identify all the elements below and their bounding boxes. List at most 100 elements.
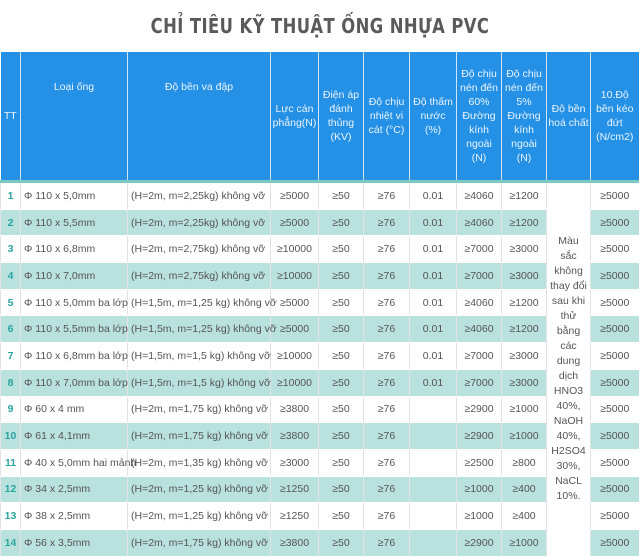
cell-compression-5: ≥3000 [501, 262, 547, 290]
cell-flattening-force: ≥10000 [270, 262, 319, 290]
cell-breakdown-voltage: ≥50 [318, 289, 364, 317]
cell-flattening-force: ≥1250 [270, 476, 319, 504]
cell-impact-strength: (H=2m, m=1,25 kg) không vỡ [127, 476, 271, 504]
cell-row-number: 6 [0, 315, 21, 344]
cell-water-absorption [409, 502, 457, 530]
cell-compression-5: ≥3000 [501, 369, 547, 397]
cell-tensile-strength: ≥5000 [590, 181, 639, 210]
cell-vicat-temperature: ≥76 [363, 396, 410, 424]
cell-impact-strength: (H=2m, m=2,25kg) không vỡ [127, 209, 271, 237]
cell-compression-60: ≥7000 [456, 369, 502, 397]
cell-impact-strength: (H=2m, m=1,75 kg) không vỡ [127, 422, 271, 450]
table-row: 14 Φ 56 x 3,5mm (H=2m, m=1,75 kg) không vỡ… [0, 529, 639, 557]
cell-tensile-strength: ≥5000 [590, 209, 639, 237]
cell-compression-60: ≥4060 [456, 209, 502, 237]
cell-compression-5: ≥3000 [501, 235, 547, 264]
cell-tensile-strength: ≥5000 [590, 369, 639, 397]
cell-tensile-strength: ≥5000 [590, 502, 639, 530]
cell-impact-strength: (H=1,5m, m=1,5 kg) không vỡ [127, 342, 271, 370]
cell-pipe-type: Φ 110 x 5,0mm [20, 181, 128, 210]
cell-pipe-type: Φ 56 x 3,5mm [20, 529, 128, 557]
cell-compression-5: ≥1000 [501, 422, 547, 450]
cell-compression-60: ≥4060 [456, 315, 502, 344]
cell-breakdown-voltage: ≥50 [318, 342, 364, 370]
cell-row-number: 3 [0, 235, 21, 264]
cell-pipe-type: Φ 40 x 5,0mm hai mảnh [20, 449, 136, 477]
cell-vicat-temperature: ≥76 [363, 181, 410, 210]
cell-row-number: 2 [0, 209, 21, 237]
cell-pipe-type: Φ 110 x 6,8mm ba lớp [20, 342, 128, 370]
cell-impact-strength: (H=2m, m=2,75kg) không vỡ [127, 235, 271, 264]
cell-impact-strength: (H=2m, m=1,75 kg) không vỡ [127, 529, 271, 557]
cell-flattening-force: ≥10000 [270, 235, 319, 264]
cell-water-absorption [409, 396, 457, 424]
cell-water-absorption: 0.01 [409, 369, 457, 397]
cell-pipe-type: Φ 110 x 6,8mm [20, 235, 128, 264]
cell-breakdown-voltage: ≥50 [318, 181, 364, 210]
pvc-spec-table: TT Loại ống Độ bền va đập Lực cán phẳng(N) Đ… [0, 52, 639, 557]
cell-chemical-resistance: Màu sắc không thay đổi sau khi thử bằng … [546, 181, 591, 557]
header-compression-60: Độ chịu nén đến 60% Đường kính ngoài (N) [456, 52, 502, 183]
cell-pipe-type: Φ 34 x 2,5mm [20, 476, 128, 504]
cell-row-number: 4 [0, 262, 21, 290]
cell-flattening-force: ≥3800 [270, 529, 319, 557]
cell-pipe-type: Φ 110 x 5,5mm ba lớp [20, 315, 128, 344]
cell-flattening-force: ≥10000 [270, 369, 319, 397]
cell-compression-60: ≥4060 [456, 181, 502, 210]
cell-row-number: 9 [0, 396, 21, 424]
page-title: CHỈ TIÊU KỸ THUẬT ỐNG NHỰA PVC [150, 14, 490, 38]
cell-pipe-type: Φ 110 x 7,0mm ba lớp [20, 369, 128, 397]
cell-compression-5: ≥400 [501, 502, 547, 530]
cell-vicat-temperature: ≥76 [363, 315, 410, 344]
cell-breakdown-voltage: ≥50 [318, 209, 364, 237]
cell-impact-strength: (H=2m, m=1,25 kg) không vỡ [127, 502, 271, 530]
cell-water-absorption [409, 449, 457, 477]
cell-flattening-force: ≥1250 [270, 502, 319, 530]
cell-tensile-strength: ≥5000 [590, 289, 639, 317]
cell-impact-strength: (H=2m, m=1,75 kg) không vỡ [127, 396, 271, 424]
cell-breakdown-voltage: ≥50 [318, 315, 364, 344]
cell-flattening-force: ≥3800 [270, 422, 319, 450]
cell-compression-5: ≥1000 [501, 396, 547, 424]
header-chemical-resistance: Độ bền hoá chất [546, 52, 591, 183]
cell-compression-60: ≥7000 [456, 342, 502, 370]
cell-tensile-strength: ≥5000 [590, 262, 639, 290]
cell-breakdown-voltage: ≥50 [318, 262, 364, 290]
cell-tensile-strength: ≥5000 [590, 342, 639, 370]
header-breakdown-voltage: Điện áp đánh thủng (KV) [318, 52, 364, 183]
cell-breakdown-voltage: ≥50 [318, 396, 364, 424]
cell-row-number: 8 [0, 369, 21, 397]
cell-impact-strength: (H=1,5m, m=1,5 kg) không vỡ [127, 369, 271, 397]
cell-vicat-temperature: ≥76 [363, 449, 410, 477]
cell-tensile-strength: ≥5000 [590, 422, 639, 450]
cell-water-absorption: 0.01 [409, 342, 457, 370]
cell-flattening-force: ≥5000 [270, 315, 319, 344]
cell-water-absorption: 0.01 [409, 262, 457, 290]
cell-vicat-temperature: ≥76 [363, 262, 410, 290]
cell-water-absorption: 0.01 [409, 209, 457, 237]
cell-vicat-temperature: ≥76 [363, 476, 410, 504]
table-row: 11 Φ 40 x 5,0mm hai mảnh (H=2m, m=1,35 kg)… [0, 449, 639, 477]
cell-impact-strength: (H=1,5m, m=1,25 kg) không vỡ [127, 315, 277, 344]
header-water-absorption: Độ thấm nước (%) [409, 52, 457, 183]
cell-compression-60: ≥7000 [456, 262, 502, 290]
cell-pipe-type: Φ 60 x 4 mm [20, 396, 128, 424]
cell-compression-60: ≥1000 [456, 502, 502, 530]
cell-flattening-force: ≥5000 [270, 289, 319, 317]
cell-water-absorption [409, 529, 457, 557]
cell-impact-strength: (H=2m, m=2,75kg) không vỡ [127, 262, 271, 290]
cell-breakdown-voltage: ≥50 [318, 422, 364, 450]
cell-breakdown-voltage: ≥50 [318, 476, 364, 504]
cell-pipe-type: Φ 110 x 5,0mm ba lớp [20, 289, 128, 317]
cell-compression-5: ≥800 [501, 449, 547, 477]
header-row: TT Loại ống Độ bền va đập Lực cán phẳng(N) Đ… [0, 52, 639, 183]
cell-pipe-type: Φ 38 x 2,5mm [20, 502, 128, 530]
table-row: 12 Φ 34 x 2,5mm (H=2m, m=1,25 kg) không vỡ… [0, 476, 639, 504]
cell-flattening-force: ≥3800 [270, 396, 319, 424]
cell-compression-5: ≥1200 [501, 209, 547, 237]
cell-compression-5: ≥1200 [501, 315, 547, 344]
